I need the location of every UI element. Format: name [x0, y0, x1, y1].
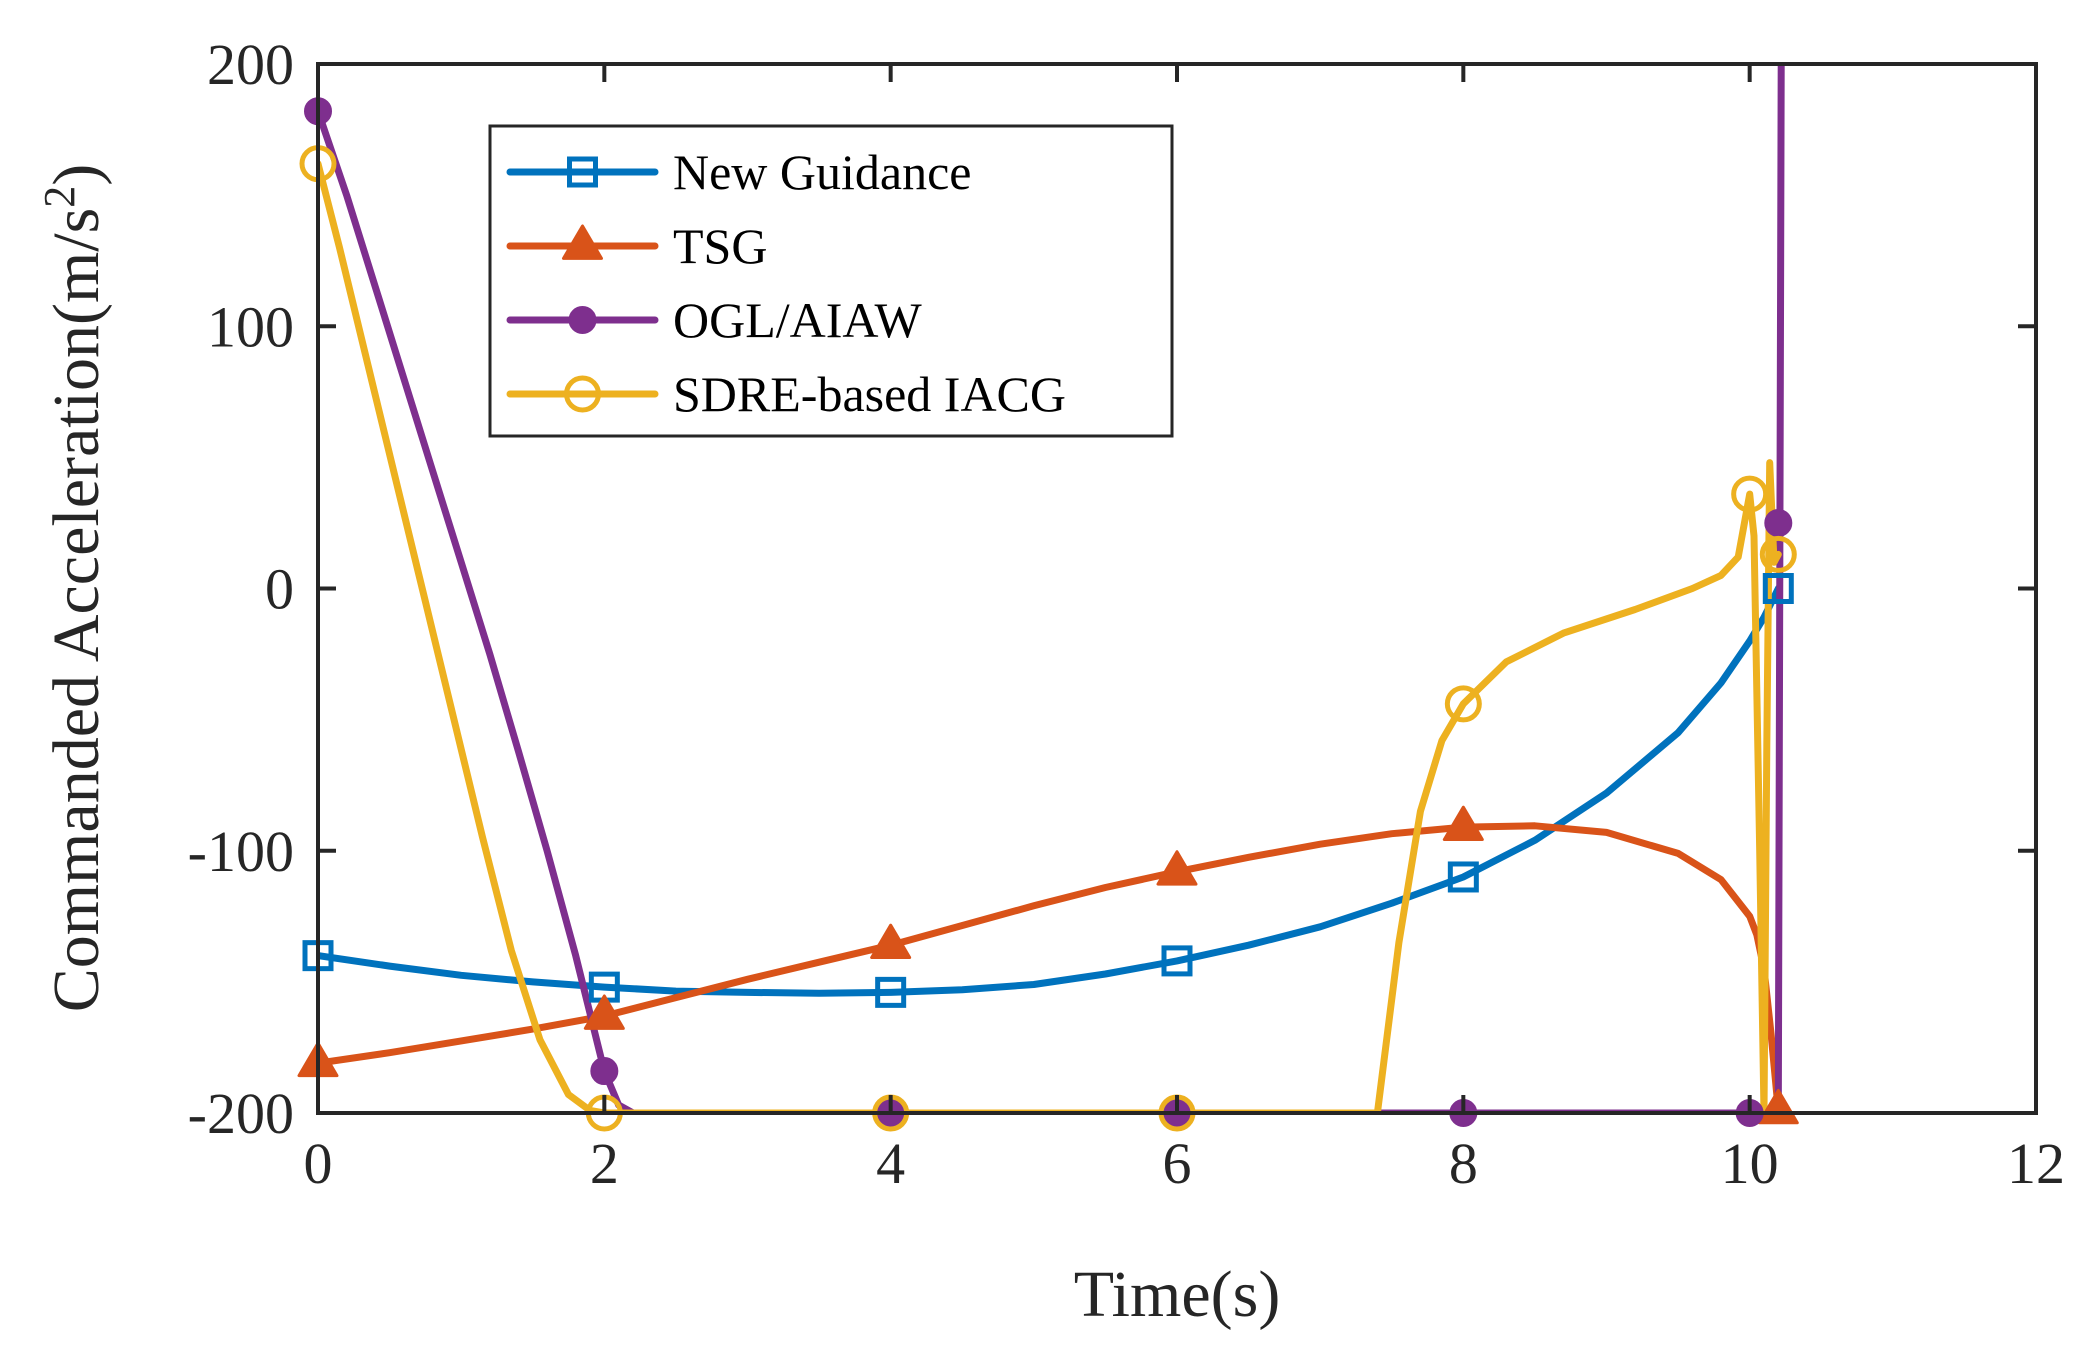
y-tick-label: 100 [207, 294, 294, 359]
y-tick-label: -100 [188, 819, 294, 884]
data-point-tsg [583, 994, 625, 1030]
y-axis-title-main: Commanded Acceleration(m/s [40, 208, 113, 1013]
tick-layer [316, 62, 2038, 1115]
legend-label-new-guidance: New Guidance [673, 144, 972, 200]
data-point-new-guidance [1447, 861, 1479, 893]
series-line-sdre-based-iacg [318, 160, 1782, 1113]
legend-label-sdre-based-iacg: SDRE-based IACG [673, 366, 1066, 422]
x-axis-title: Time(s) [1074, 1258, 1281, 1331]
x-tick-label: 0 [304, 1131, 333, 1196]
data-point-tsg [1156, 850, 1198, 886]
tick-label-layer: 0 2 4 6 8 10 12 -200 -100 0 100 200 [188, 32, 2065, 1196]
legend-marker-sdre-based-iacg [564, 375, 601, 413]
x-tick-label: 2 [590, 1131, 619, 1196]
data-point-new-guidance [875, 976, 907, 1008]
y-tick-label: 200 [207, 32, 294, 97]
y-tick-label: 0 [265, 557, 294, 622]
data-point-ogl-aiaw [1764, 508, 1793, 537]
data-point-tsg [1442, 805, 1484, 842]
legend: New Guidance TSG OGL/AIAW SDRE-based IACG [488, 124, 1174, 438]
data-point-tsg [870, 923, 912, 960]
data-point-sdre-based-iacg [1759, 535, 1797, 573]
x-tick-label: 12 [2007, 1131, 2065, 1196]
x-tick-label: 8 [1449, 1131, 1478, 1196]
y-axis-title: Commanded Acceleration(m/s2) [35, 164, 113, 1013]
x-tick-label: 10 [1721, 1131, 1779, 1196]
legend-marker-ogl-aiaw [568, 306, 597, 334]
legend-box [488, 124, 1174, 438]
legend-marker-tsg [562, 224, 603, 260]
data-point-sdre-based-iacg [1731, 475, 1769, 513]
legend-marker-new-guidance [567, 156, 598, 188]
series-line-tsg [318, 822, 1782, 1113]
x-tick-label: 6 [1163, 1131, 1192, 1196]
data-point-ogl-aiaw [590, 1057, 619, 1086]
y-axis-title-superscript: 2 [35, 186, 84, 208]
y-tick-label: -200 [188, 1081, 294, 1146]
data-point-sdre-based-iacg [1444, 685, 1482, 723]
x-tick-label: 4 [876, 1131, 905, 1196]
legend-items: New Guidance TSG OGL/AIAW SDRE-based IACG [506, 144, 1066, 422]
y-axis-title-close: ) [40, 164, 113, 186]
data-point-new-guidance [1161, 945, 1193, 977]
legend-label-ogl-aiaw: OGL/AIAW [673, 292, 923, 348]
legend-label-tsg: TSG [673, 218, 767, 274]
data-point-new-guidance [1762, 573, 1794, 604]
